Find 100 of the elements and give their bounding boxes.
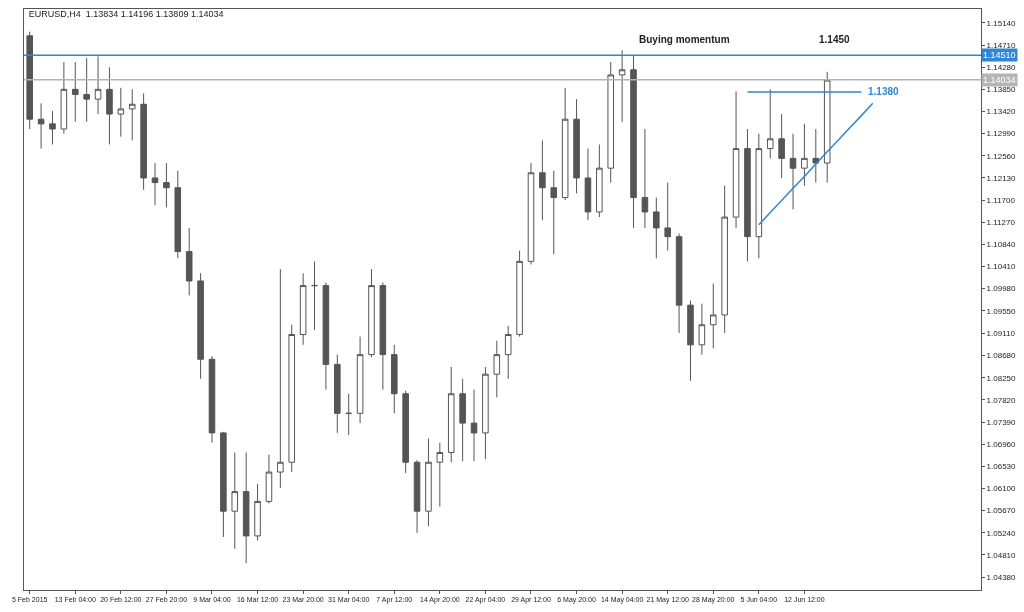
y-tick-label: 1.08680 [986, 351, 1017, 361]
series-label: 1.1380 [868, 86, 900, 97]
candlestick [334, 354, 341, 434]
candlestick [277, 268, 284, 489]
candlestick [675, 233, 683, 334]
y-tick-label: 1.10840 [986, 240, 1017, 250]
candlestick [299, 272, 307, 346]
y-tick-label: 1.11270 [986, 218, 1016, 228]
candlestick [778, 113, 785, 179]
candlestick [687, 300, 694, 382]
y-tick-label: 1.10410 [986, 262, 1017, 272]
candlestick [368, 268, 375, 358]
candlestick [766, 88, 774, 159]
candlestick [561, 87, 569, 201]
y-tick-label: 1.13420 [986, 107, 1017, 117]
y-tick-label: 1.06530 [986, 462, 1017, 472]
candlestick [584, 148, 592, 221]
candlestick [94, 55, 102, 115]
candlestick [413, 459, 421, 534]
candlestick [60, 61, 68, 135]
candlestick [356, 336, 364, 424]
candlestick [482, 366, 489, 460]
candlestick [630, 54, 637, 229]
y-tick-label: 1.12990 [986, 129, 1017, 139]
y-tick-label: 1.04380 [986, 572, 1017, 582]
y-tick-label: 1.06100 [986, 484, 1017, 494]
candlestick [607, 61, 615, 184]
candlestick [106, 66, 113, 145]
y-tick-label: 1.05670 [986, 506, 1017, 516]
candlestick [641, 128, 649, 229]
candlestick [26, 31, 33, 130]
candlestick [49, 110, 56, 145]
candlestick [550, 170, 558, 255]
candlestick [83, 57, 90, 123]
candlestick [128, 88, 136, 141]
ref-line-label: 1.14034 [983, 75, 1016, 85]
candlestick [390, 344, 398, 414]
candlestick [151, 162, 159, 206]
y-tick-label: 1.15140 [986, 18, 1017, 28]
chart-title: EURUSD,H4 1.13834 1.14196 1.13809 1.14034 [28, 9, 224, 20]
candlestick [618, 49, 626, 123]
y-tick-label: 1.11700 [986, 195, 1016, 205]
candlestick [185, 227, 193, 296]
y-tick-label: 1.09550 [986, 306, 1017, 316]
candlestick [265, 454, 273, 504]
candlestick [493, 340, 501, 398]
line-series [758, 102, 874, 226]
candlestick [254, 483, 261, 542]
candlestick [37, 102, 45, 150]
candlestick [573, 98, 580, 194]
y-tick-label: 1.09980 [986, 284, 1017, 294]
y-tick-label: 1.12560 [986, 151, 1017, 161]
candlestick [504, 325, 512, 380]
candlestick [345, 393, 352, 436]
candlestick [470, 389, 478, 462]
annotation: Buying momentum [639, 34, 730, 45]
y-tick-label: 1.07390 [986, 417, 1017, 427]
candlestick [789, 133, 797, 210]
y-tick-label: 1.09110 [986, 329, 1016, 339]
y-tick-label: 1.07820 [986, 395, 1017, 405]
candlestick [140, 92, 147, 191]
candlestick [823, 71, 831, 184]
candlestick [459, 378, 466, 462]
candlestick [322, 282, 330, 391]
candlestick [402, 390, 409, 474]
y-tick-label: 1.06960 [986, 440, 1017, 450]
y-tick-label: 1.04810 [986, 550, 1017, 560]
candlestick [709, 283, 717, 349]
y-tick-label: 1.14710 [986, 40, 1017, 50]
candlestick [231, 451, 239, 550]
candlestick [311, 260, 318, 331]
y-tick-label: 1.12130 [986, 173, 1017, 183]
y-tick-label: 1.08250 [986, 373, 1017, 383]
y-tick-label: 1.13850 [986, 85, 1017, 95]
candlestick [208, 355, 216, 444]
candlestick [664, 182, 671, 252]
candlestick [220, 431, 227, 538]
ref-line-label: 1.14510 [983, 50, 1016, 60]
y-tick-label: 1.14280 [986, 63, 1017, 72]
candlestick [755, 133, 763, 259]
candlestick [288, 324, 296, 473]
candlestick [653, 197, 660, 259]
candlestick [242, 451, 250, 564]
candlestick [379, 282, 387, 391]
candlestick [527, 162, 535, 265]
candlestick [596, 143, 603, 218]
candlestick [117, 87, 125, 138]
candlestick [174, 170, 182, 259]
candlestick [163, 162, 170, 208]
annotation: 1.1450 [819, 34, 851, 45]
candlestick [801, 123, 808, 187]
candlestick [516, 250, 523, 338]
candlestick [436, 442, 444, 508]
candlestick [698, 303, 706, 356]
candlestick [197, 272, 204, 380]
candlestick [425, 438, 432, 527]
candlestick [447, 366, 455, 463]
candlestick [812, 128, 820, 184]
y-tick-label: 1.05240 [986, 528, 1017, 538]
candlestick [721, 185, 728, 334]
